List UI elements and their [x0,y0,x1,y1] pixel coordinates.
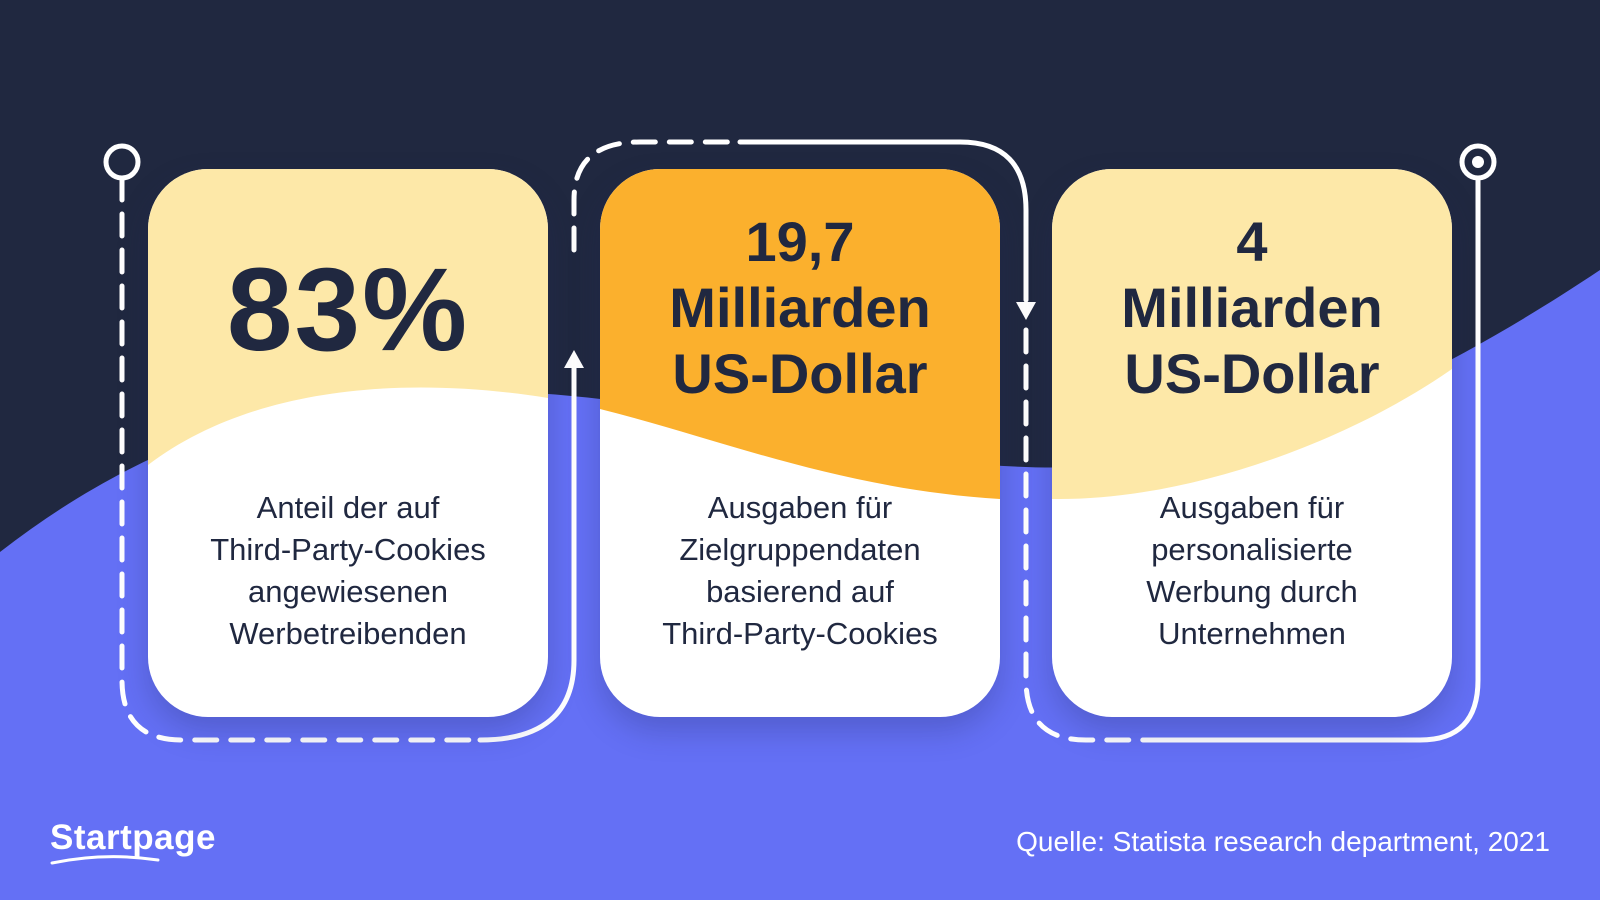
arrow-up-icon [564,350,584,368]
stat-value-line: Milliarden [669,276,931,339]
start-circle-icon [103,143,141,181]
stat-card-audience-data: 19,7 Milliarden US-Dollar Ausgaben für Z… [600,169,1000,717]
stat-description: Anteil der auf Third-Party-Cookies angew… [148,487,548,655]
description-line: basierend auf [706,574,894,609]
connector-solid-middle [737,139,1029,303]
description-line: Ausgaben für [1159,490,1345,525]
description-line: Ausgaben für [707,490,893,525]
card-background [1052,169,1452,717]
startpage-logo: Startpage [50,818,216,865]
stat-value: 19,7 Milliarden US-Dollar [600,209,1000,407]
connector-dashed-right [1023,327,1153,743]
stat-description: Ausgaben für personalisierte Werbung dur… [1052,487,1452,655]
description-line: angewiesenen [248,574,448,609]
connector-dashed-middle [571,139,743,253]
connector-solid-left [477,357,577,743]
stat-card-advertisers: 83% Anteil der auf Third-Party-Cookies a… [148,169,548,717]
connector-solid-right [1147,175,1481,743]
stat-value-line: US-Dollar [1124,342,1380,405]
card-background [148,169,548,717]
description-line: Zielgruppendaten [679,532,921,567]
stat-description: Ausgaben für Zielgruppendaten basierend … [600,487,1000,655]
logo-text: Startpage [50,818,216,857]
description-line: personalisierte [1151,532,1353,567]
stat-value: 83% [226,244,470,376]
stat-value: 4 Milliarden US-Dollar [1052,209,1452,407]
description-line: Werbung durch [1146,574,1358,609]
stat-value-line: 19,7 [745,210,855,273]
description-line: Anteil der auf [256,490,440,525]
logo-swoosh-icon [50,855,160,865]
connector-dashed-left [119,175,483,743]
card-background [600,169,1000,717]
stat-value-line: US-Dollar [672,342,928,405]
description-line: Third-Party-Cookies [210,532,486,567]
source-note: Quelle: Statista research department, 20… [1016,826,1550,857]
stat-card-personalized-ads: 4 Milliarden US-Dollar Ausgaben für pers… [1052,169,1452,717]
stat-value-line: Milliarden [1121,276,1383,339]
description-line: Werbetreibenden [229,616,467,651]
description-line: Unternehmen [1158,616,1346,651]
arrow-down-icon [1016,302,1036,320]
stat-value-line: 4 [1236,210,1268,273]
end-circle-icon [1459,143,1497,181]
description-line: Third-Party-Cookies [662,616,938,651]
